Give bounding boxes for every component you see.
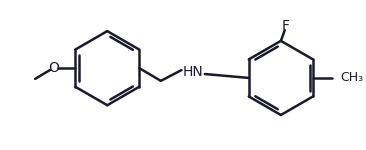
Text: CH₃: CH₃ xyxy=(340,71,363,84)
Text: HN: HN xyxy=(183,65,203,79)
Text: O: O xyxy=(48,61,59,75)
Text: F: F xyxy=(282,19,290,33)
